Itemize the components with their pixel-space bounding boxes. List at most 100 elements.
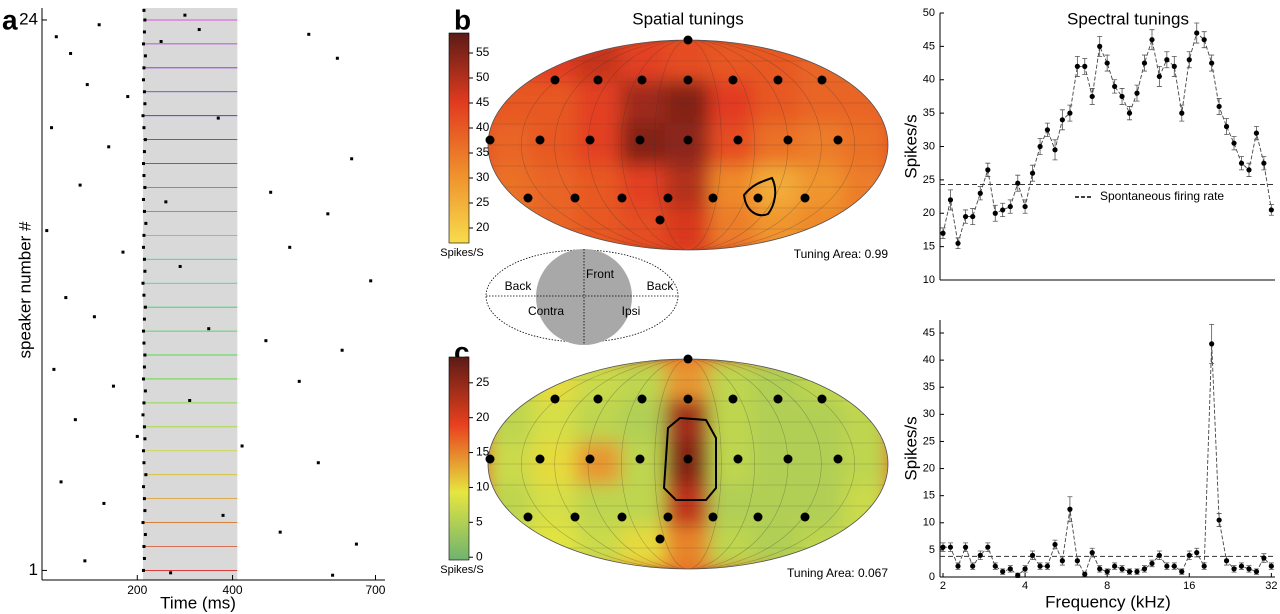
speaker-dot: [733, 135, 743, 145]
spike: [141, 162, 145, 166]
spike: [107, 145, 111, 149]
spike: [288, 245, 292, 249]
speaker-dot: [663, 193, 673, 203]
spike: [307, 32, 311, 36]
speaker-dot: [683, 75, 693, 85]
speaker-dot: [593, 75, 603, 85]
data-point: [992, 210, 998, 216]
data-point: [1082, 63, 1088, 69]
spike: [143, 54, 147, 58]
data-point: [940, 544, 946, 550]
spike: [216, 116, 220, 120]
heat-cell: [531, 165, 578, 209]
data-point: [1186, 552, 1192, 558]
data-point: [1119, 93, 1125, 100]
data-point: [1059, 117, 1065, 123]
data-point: [1223, 123, 1230, 130]
data-point: [1223, 558, 1230, 564]
heat-cell: [753, 81, 801, 125]
spike: [85, 83, 89, 87]
y-tick-label: 25: [923, 174, 935, 186]
diagram-label: Back: [505, 279, 533, 293]
panel-letter: b: [454, 4, 471, 35]
data-point: [955, 563, 961, 569]
speaker-dot: [817, 75, 827, 85]
data-point: [955, 240, 961, 246]
spike: [59, 480, 63, 484]
speaker-dot: [800, 512, 810, 522]
heat-cell: [709, 123, 756, 167]
spike: [142, 317, 146, 321]
meridian: [521, 40, 855, 250]
heat-cell: [664, 165, 712, 209]
annotation: Tuning Area: 0.067: [787, 566, 888, 580]
data-point: [970, 213, 976, 220]
spike: [141, 197, 145, 201]
spike: [240, 444, 244, 448]
x-tick-label: 200: [127, 583, 147, 597]
colorbar-tick-label: 40: [476, 120, 490, 134]
spike: [142, 233, 146, 237]
heat-cell: [753, 484, 801, 528]
spike: [143, 185, 147, 189]
data-point: [1089, 93, 1095, 100]
meridian: [621, 359, 755, 569]
speaker-dot: [817, 394, 827, 404]
y-tick-label: 35: [923, 107, 935, 119]
spike: [197, 28, 201, 32]
spike: [141, 413, 145, 417]
colorbar: [448, 32, 470, 244]
spike: [278, 530, 282, 534]
spike: [316, 461, 320, 465]
panel-title: Spatial tunings: [632, 9, 744, 28]
meridian: [521, 359, 855, 569]
speaker-dot: [570, 512, 580, 522]
heat-cell: [709, 165, 756, 209]
spike: [142, 461, 146, 465]
data-point: [962, 544, 969, 550]
speaker-dot: [637, 394, 647, 404]
speaker-dot: [683, 394, 693, 404]
speaker-dot: [733, 454, 743, 464]
data-point: [1261, 555, 1267, 561]
heat-cell: [575, 400, 623, 444]
colorbar-tick-label: 15: [476, 445, 490, 459]
data-point: [962, 213, 969, 220]
heat-cell: [753, 400, 801, 444]
spike: [142, 556, 146, 560]
heat-cell: [842, 442, 888, 486]
speaker-dot: [708, 512, 718, 522]
x-tick-label: 16: [1183, 580, 1195, 592]
data-point: [1141, 566, 1148, 572]
speaker-dot: [523, 193, 533, 203]
data-point: [1149, 37, 1155, 43]
heat-cell: [575, 81, 623, 125]
heat-cell: [531, 81, 578, 125]
spike: [369, 279, 373, 283]
data-point: [1022, 566, 1028, 572]
heat-cell: [753, 442, 801, 486]
heat-cell: [488, 40, 534, 83]
data-point: [1246, 167, 1252, 173]
y-tick-label: 35: [923, 381, 935, 393]
data-point: [1209, 60, 1215, 66]
speaker-dot: [485, 454, 495, 464]
data-point: [1089, 550, 1095, 556]
spike: [143, 533, 147, 537]
data-point: [1238, 160, 1245, 166]
data-point: [1268, 563, 1274, 569]
y-tick-label: 45: [923, 327, 935, 339]
data-point: [985, 167, 991, 173]
spike: [111, 384, 115, 388]
data-point: [1037, 143, 1043, 150]
heat-cell: [531, 442, 578, 486]
spike: [354, 542, 358, 546]
spike: [188, 399, 192, 403]
data-point: [1216, 103, 1222, 110]
tuning-contour: [742, 176, 777, 217]
data-point: [1007, 566, 1013, 572]
data-point: [1112, 83, 1118, 90]
speaker-dot: [683, 35, 693, 45]
spike: [135, 434, 139, 438]
speaker-dot: [753, 193, 763, 203]
